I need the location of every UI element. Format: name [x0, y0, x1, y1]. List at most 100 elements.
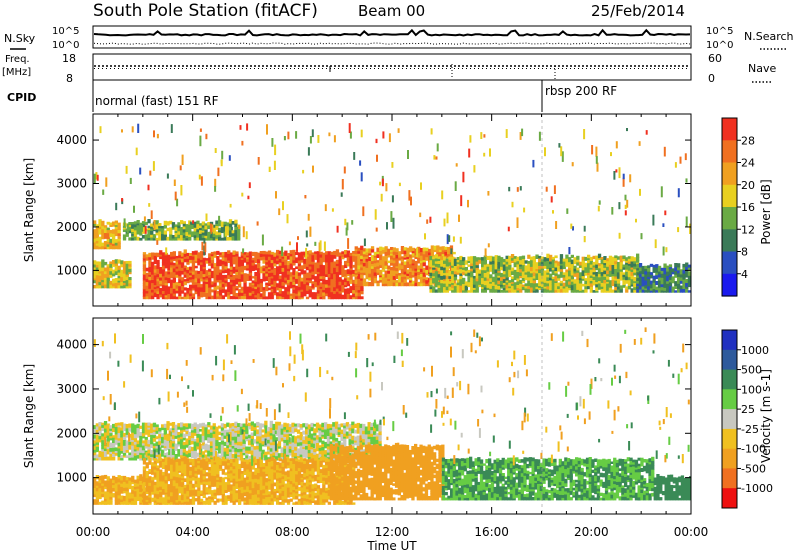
data-cell: [677, 288, 681, 293]
data-cell: [152, 422, 157, 428]
data-cell: [152, 426, 157, 430]
data-cell: [131, 425, 135, 430]
data-cell: [202, 261, 206, 265]
data-cell: [207, 233, 211, 239]
data-cell: [229, 281, 234, 285]
data-cell: [237, 423, 241, 427]
data-cell: [193, 444, 197, 447]
data-cell: [370, 248, 375, 253]
data-cell: [314, 279, 318, 282]
data-cell: [183, 292, 187, 297]
data-cell: [114, 263, 118, 266]
data-cell: [365, 258, 369, 262]
data-cell: [305, 258, 310, 263]
data-cell: [106, 246, 110, 250]
data-cell: [472, 267, 477, 270]
data-cell: [259, 256, 263, 261]
data-cell: [199, 253, 204, 257]
data-cell: [619, 271, 623, 274]
data-cell: [608, 259, 613, 262]
data-cell: [638, 263, 643, 268]
data-cell: [114, 442, 118, 445]
data-cell: [329, 427, 333, 431]
data-scatter: [96, 174, 99, 181]
data-cell: [258, 450, 263, 455]
data-cell: [128, 498, 132, 503]
data-cell: [529, 272, 534, 278]
data-cell: [227, 291, 231, 296]
data-cell: [513, 275, 517, 281]
data-cell: [182, 228, 186, 233]
data-cell: [254, 255, 258, 261]
data-cell: [437, 260, 441, 264]
data-cell: [267, 436, 271, 440]
data-cell: [144, 221, 148, 226]
data-cell: [207, 224, 211, 230]
data-cell: [341, 273, 345, 278]
data-cell: [327, 280, 331, 284]
data-cell: [535, 276, 539, 280]
data-cell: [117, 452, 121, 457]
data-cell: [240, 259, 244, 263]
data-cell: [248, 258, 253, 262]
data-cell: [327, 277, 331, 281]
data-cell: [524, 275, 528, 281]
data-cell: [150, 228, 154, 231]
data-cell: [267, 263, 272, 268]
data-cell: [573, 272, 577, 277]
data-cell: [147, 233, 151, 238]
data-cell: [106, 282, 110, 286]
data-cell: [159, 256, 163, 260]
data-cell: [326, 431, 331, 436]
data-cell: [352, 296, 356, 300]
data-cell: [215, 238, 219, 241]
data-cell: [246, 264, 250, 269]
data-cell: [666, 275, 670, 280]
data-cell: [576, 255, 580, 260]
data-cell: [125, 449, 129, 453]
data-cell: [595, 286, 599, 291]
data-cell: [286, 433, 290, 437]
data-cell: [326, 443, 331, 447]
data-cell: [114, 265, 118, 270]
data-cell: [400, 268, 405, 272]
data-cell: [603, 259, 607, 264]
data-cell: [508, 287, 512, 291]
data-cell: [616, 282, 621, 287]
data-cell: [101, 442, 105, 446]
data-cell: [297, 272, 302, 276]
data-cell: [188, 435, 192, 440]
data-cell: [101, 223, 105, 227]
data-cell: [117, 229, 121, 234]
data-cell: [524, 288, 528, 291]
data-cell: [559, 271, 564, 276]
data-cell: [343, 441, 347, 445]
data-cell: [606, 281, 610, 284]
data-cell: [98, 430, 102, 435]
data-cell: [122, 276, 127, 281]
data-cell: [112, 442, 116, 446]
data-cell: [106, 264, 110, 267]
data-cell: [519, 279, 523, 284]
data-cell: [551, 278, 555, 283]
data-cell: [216, 262, 220, 267]
data-cell: [112, 493, 116, 498]
data-cell: [578, 287, 583, 291]
data-cell: [180, 432, 184, 437]
data-cell: [316, 273, 321, 277]
data-cell: [559, 285, 564, 290]
data-cell: [292, 296, 296, 300]
data-cell: [159, 287, 163, 292]
data-cell: [228, 231, 233, 235]
data-cell: [373, 262, 377, 268]
data-scatter: [450, 248, 453, 255]
data-cell: [101, 230, 105, 234]
data-cell: [559, 280, 564, 284]
data-cell: [316, 293, 321, 297]
data-scatter: [446, 234, 449, 245]
data-cell: [332, 429, 336, 434]
data-cell: [411, 272, 415, 276]
data-cell: [666, 283, 670, 287]
data-cell: [321, 429, 325, 433]
data-cell: [197, 252, 201, 256]
